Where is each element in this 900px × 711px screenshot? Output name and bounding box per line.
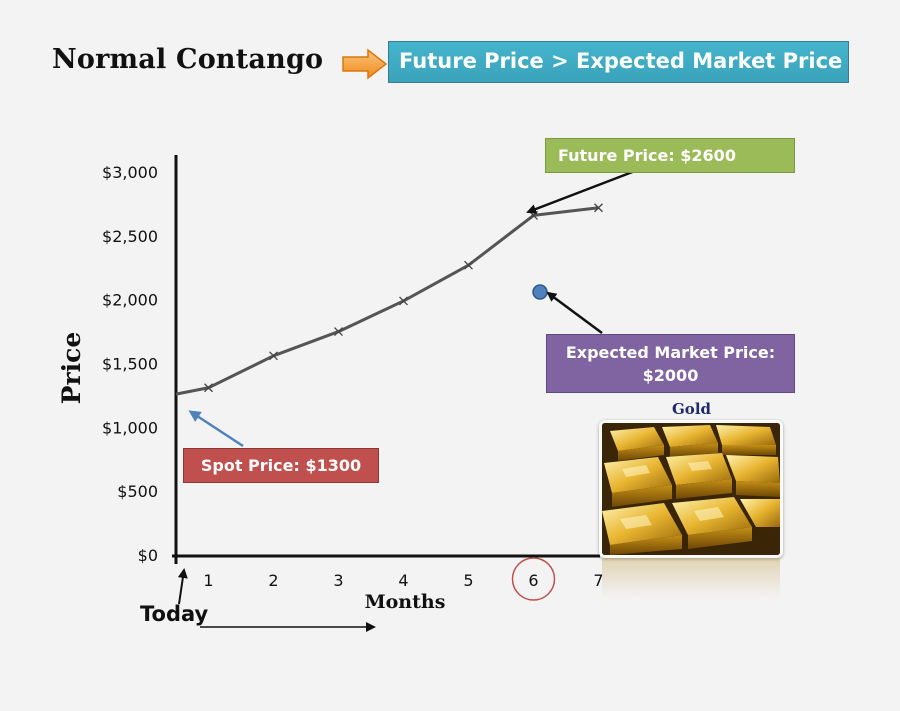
expected-price-callout-value: $2000 <box>642 366 699 385</box>
today-arrow <box>177 568 188 605</box>
gold-bar-row-back <box>610 425 776 461</box>
y-tick-label: $1,000 <box>102 418 158 437</box>
future-price-callout: Future Price: $2600 <box>545 138 795 173</box>
future-price-arrow <box>526 169 636 214</box>
y-tick-label: $2,000 <box>102 291 158 310</box>
y-tick-label: $0 <box>138 546 158 565</box>
y-tick-label: $3,000 <box>102 163 158 182</box>
gold-shine <box>620 461 724 529</box>
y-tick-label: $500 <box>117 482 158 501</box>
gold-bars-image <box>599 420 783 558</box>
x-axis-label: Months <box>365 591 446 613</box>
right-arrow-icon <box>342 48 388 80</box>
expected-price-callout-label: Expected Market Price: <box>565 343 776 362</box>
y-tick-label: $1,500 <box>102 355 158 374</box>
gold-image-reflection <box>602 558 780 598</box>
today-label: Today <box>140 602 209 626</box>
series-line <box>175 206 599 396</box>
page-title: Normal Contango <box>52 44 324 75</box>
x-tick-label: 2 <box>268 571 278 590</box>
chart-axes <box>172 155 600 564</box>
expected-price-arrow <box>546 291 603 335</box>
x-tick-label: 5 <box>463 571 473 590</box>
data-point-marker <box>269 351 278 361</box>
spot-price-callout: Spot Price: $1300 <box>183 448 379 483</box>
data-point-marker <box>334 327 343 337</box>
spot-price-arrow <box>188 410 244 448</box>
expected-price-point <box>532 284 548 300</box>
x-tick-label: 1 <box>203 571 213 590</box>
data-point-marker <box>204 383 213 393</box>
x-tick-label: 7 <box>593 571 603 590</box>
data-point-marker <box>594 203 603 213</box>
x-tick-label: 6 <box>528 571 538 590</box>
data-point-marker <box>464 260 473 270</box>
gold-bar-row-front <box>602 497 780 555</box>
y-axis-label: Price <box>57 332 86 405</box>
expected-price-callout: Expected Market Price: $2000 <box>546 334 795 393</box>
x-tick-label: 3 <box>333 571 343 590</box>
definition-banner: Future Price > Expected Market Price <box>388 41 849 83</box>
month-6-highlight-circle <box>511 557 556 601</box>
gold-label: Gold <box>672 400 712 418</box>
x-tick-label: 4 <box>398 571 408 590</box>
y-tick-label: $2,500 <box>102 227 158 246</box>
data-point-marker <box>399 296 408 306</box>
